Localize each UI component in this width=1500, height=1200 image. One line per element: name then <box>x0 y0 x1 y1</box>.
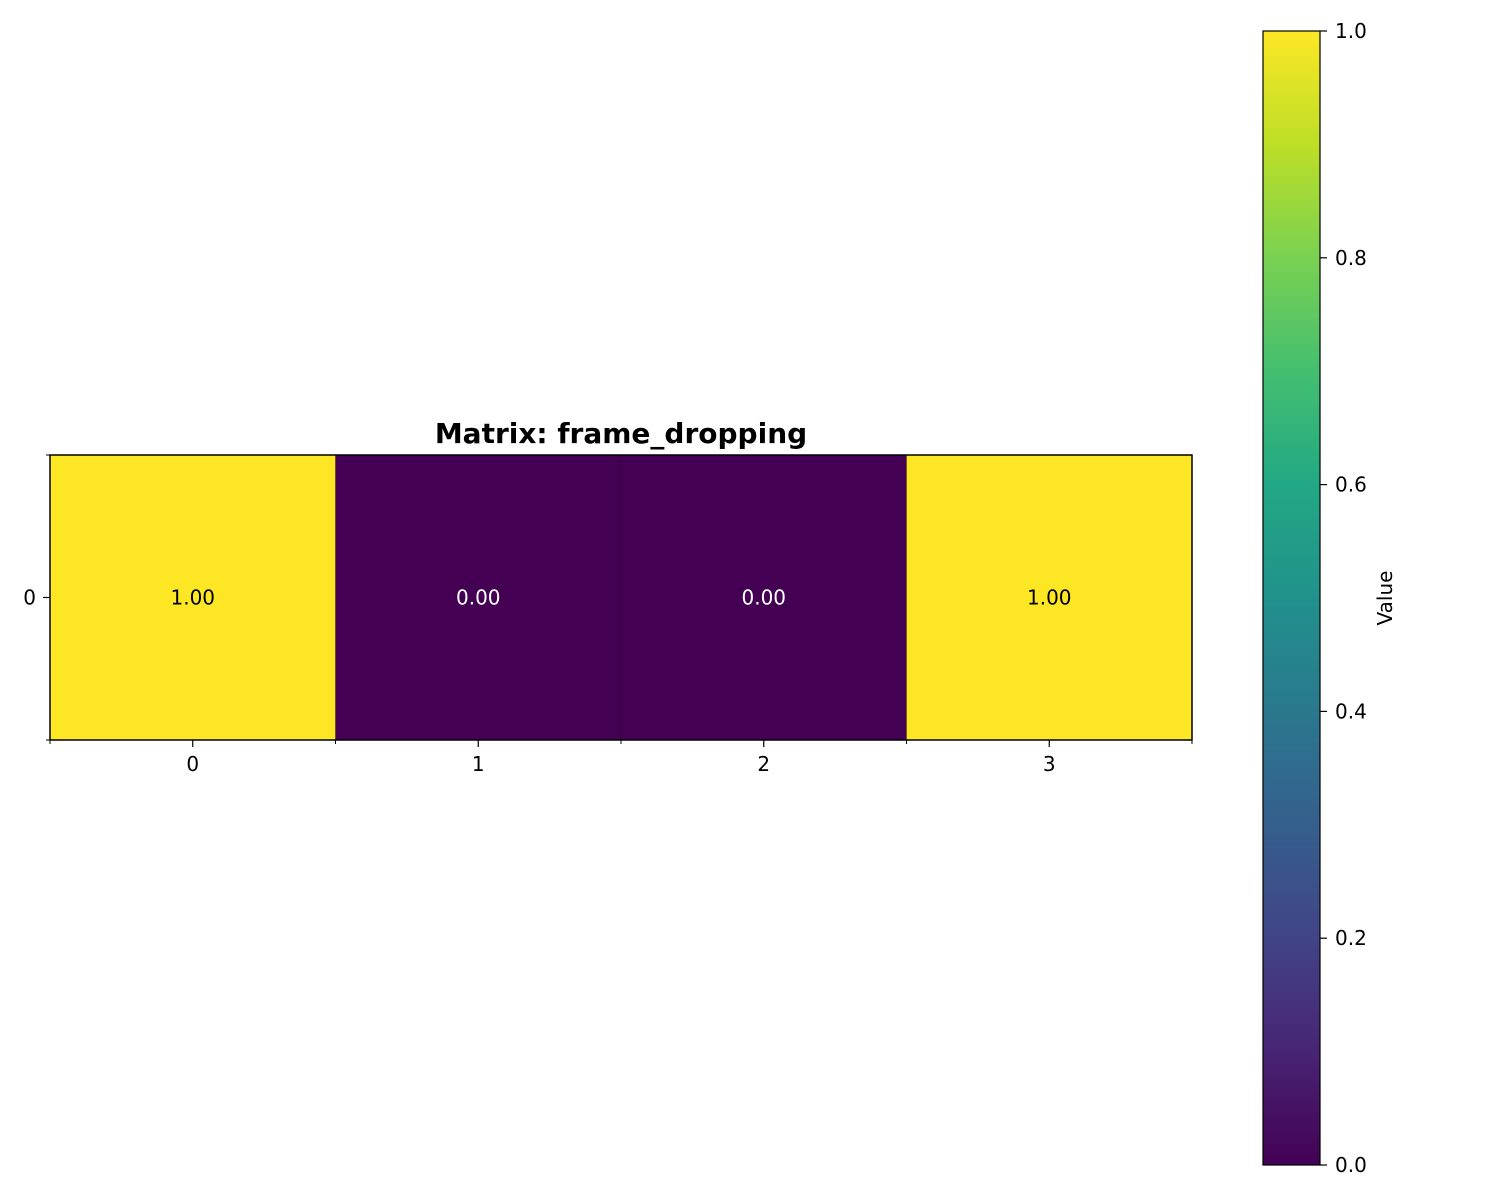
heatmap-cell <box>335 454 622 741</box>
colorbar: 0.0 0.2 0.4 0.6 0.8 1.0 Value <box>1262 19 1397 1177</box>
cell-value-label: 1.00 <box>1027 586 1072 610</box>
cell-value-label: 0.00 <box>456 586 501 610</box>
x-tick-label: 2 <box>757 752 770 776</box>
y-tick-label: 0 <box>23 586 36 610</box>
cell-value-label: 0.00 <box>741 586 786 610</box>
x-axis: 0 1 2 3 <box>49 740 1193 776</box>
colorbar-tick-label: 1.0 <box>1335 19 1367 43</box>
x-tick-label: 0 <box>186 752 199 776</box>
chart-title: Matrix: frame_dropping <box>435 417 807 450</box>
y-axis: 0 <box>23 454 50 741</box>
colorbar-gradient <box>1262 30 1321 1166</box>
colorbar-label: Value <box>1373 571 1397 626</box>
colorbar-tick-label: 0.6 <box>1335 473 1367 497</box>
cell-value-label: 1.00 <box>170 586 215 610</box>
colorbar-ticks: 0.0 0.2 0.4 0.6 0.8 1.0 <box>1320 19 1367 1177</box>
colorbar-tick-label: 0.2 <box>1335 926 1367 950</box>
heatmap-cell <box>49 454 336 741</box>
colorbar-tick-label: 0.4 <box>1335 699 1367 723</box>
colorbar-tick-label: 0.8 <box>1335 246 1367 270</box>
colorbar-tick-label: 0.0 <box>1335 1153 1367 1177</box>
heatmap-cells <box>49 454 1193 741</box>
heatmap-cell-labels: 1.00 0.00 0.00 1.00 <box>170 586 1071 610</box>
x-tick-label: 1 <box>472 752 485 776</box>
x-tick-label: 3 <box>1043 752 1056 776</box>
heatmap-cell <box>906 454 1193 741</box>
